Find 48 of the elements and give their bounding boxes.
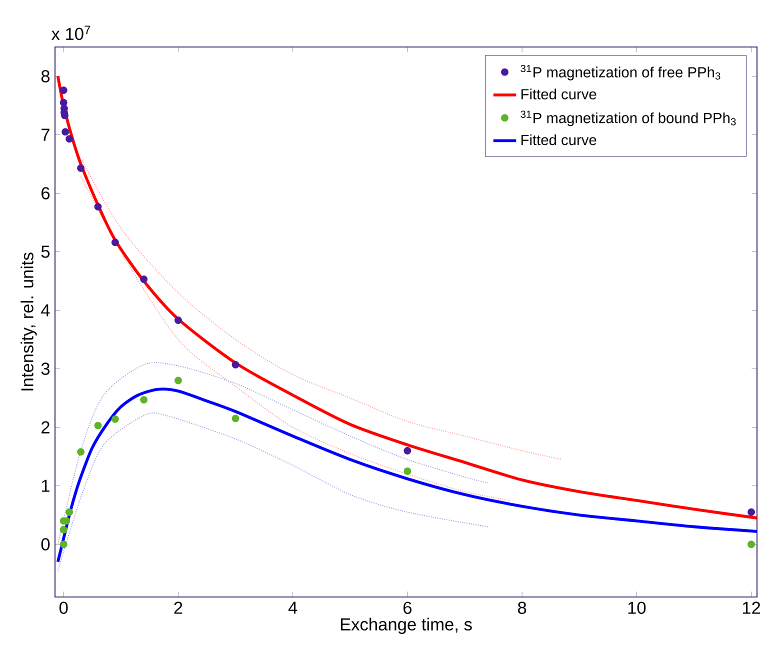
point (174, 376, 182, 384)
legend-label: Fitted curve (521, 88, 596, 100)
text: x 10$^{7}$ (51, 26, 90, 40)
point (140, 276, 148, 284)
x-axis-title: Exchange time, s (340, 618, 472, 634)
y-tick-label: 2 (42, 421, 50, 434)
point (62, 128, 70, 136)
x-tick-label: 6 (403, 602, 412, 614)
point (77, 448, 85, 456)
line-series (56, 388, 758, 564)
point (232, 414, 240, 422)
legend-label: $^{31}$P magnetization of free PPh$_{3}$ (520, 64, 720, 80)
x-tick-label: 8 (518, 602, 526, 614)
point (94, 422, 102, 430)
point (94, 202, 102, 210)
y-tick-label: 1 (42, 480, 50, 492)
legend-label: $^{31}$P magnetization of bound PPh$_{3}$ (520, 110, 736, 126)
y-tick-label: 0 (41, 538, 50, 550)
y-tick-label: 4 (41, 304, 50, 316)
x-tick-label: 12 (742, 602, 760, 614)
y-tick-label: 5 (41, 246, 50, 258)
point (174, 316, 182, 324)
point (60, 86, 68, 94)
point (111, 238, 119, 246)
y-axis-title: Intensity, rel. units (20, 252, 37, 390)
point (60, 540, 68, 548)
point (404, 467, 412, 475)
point (232, 360, 240, 368)
point (60, 526, 68, 534)
y-tick-label: 3 (41, 362, 50, 375)
line-series (80, 158, 563, 460)
point (404, 446, 412, 454)
point (748, 540, 756, 548)
point (111, 415, 119, 423)
y-tick-label: 8 (41, 70, 50, 82)
point (140, 396, 148, 404)
legend-label: Fitted curve (521, 134, 596, 146)
point (77, 164, 85, 172)
point (748, 508, 756, 516)
line-series (80, 175, 512, 501)
point (66, 135, 74, 143)
point (66, 508, 74, 516)
x-tick-label: 4 (288, 602, 298, 614)
x-tick-label: 2 (174, 602, 182, 614)
x-tick-label: 0 (59, 602, 68, 614)
x-tick-label: 10 (628, 602, 646, 614)
y-tick-label: 7 (42, 128, 50, 141)
y-tick-label: 6 (42, 187, 50, 200)
